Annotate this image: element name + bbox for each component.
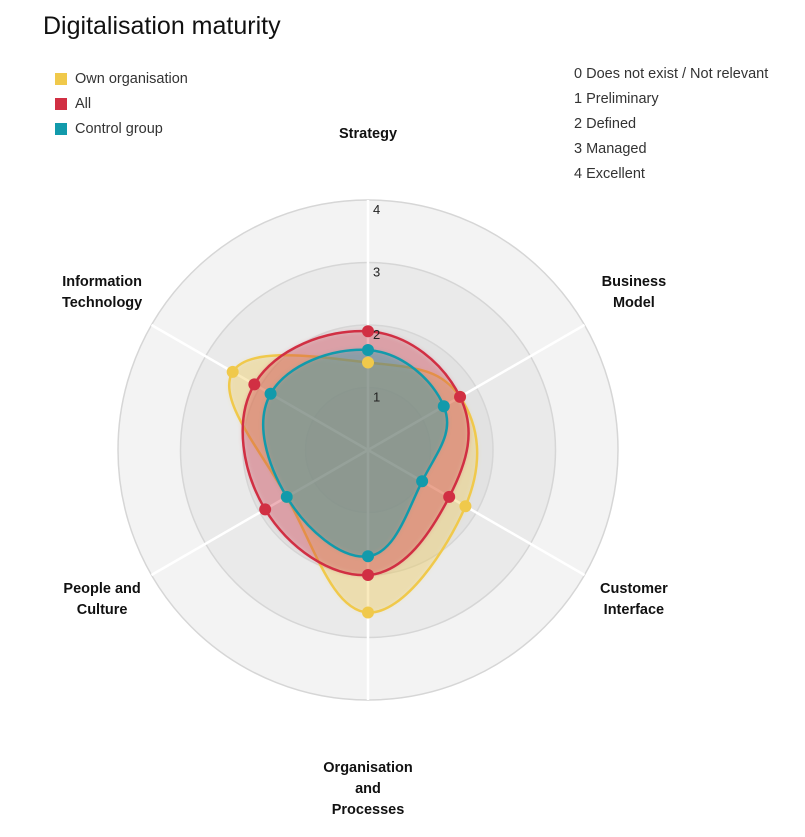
legend-swatch	[55, 72, 67, 85]
scale-item: 0 Does not exist / Not relevant	[574, 66, 769, 82]
data-point-all	[259, 503, 272, 516]
data-point-control-group	[437, 400, 450, 413]
axis-label-line: Organisation	[323, 760, 412, 776]
data-point-own-organisation	[362, 356, 374, 369]
scale-legend: 0 Does not exist / Not relevant 1 Prelim…	[574, 66, 768, 191]
axis-label-line: Information	[62, 274, 142, 290]
axis-label-line: and	[355, 781, 381, 797]
axis-label: Business Model	[602, 274, 666, 311]
data-point-all	[454, 390, 467, 403]
series-legend: Own organisation All Control group	[55, 66, 188, 141]
data-point-control-group	[264, 387, 277, 400]
chart-title: Digitalisation maturity	[43, 12, 281, 40]
axis-label-line: People and	[63, 581, 140, 597]
scale-item: 2 Defined	[574, 116, 637, 132]
scale-item: 1 Preliminary	[574, 91, 659, 107]
data-point-control-group	[280, 490, 293, 503]
legend-label: Own organisation	[75, 70, 188, 87]
data-point-own-organisation	[362, 606, 374, 619]
axis-label: Strategy	[339, 126, 397, 142]
scale-item: 3 Managed	[574, 141, 647, 157]
tick-label: 1	[373, 390, 380, 405]
axis-label-line: Technology	[62, 295, 142, 311]
axis-label: Organisation and Processes	[323, 760, 412, 818]
data-point-all	[248, 378, 261, 391]
tick-label: 2	[373, 327, 380, 342]
axis-label: People and Culture	[63, 581, 140, 618]
tick-label: 3	[373, 265, 380, 280]
radial-ticks: 1 2 3 4	[373, 202, 380, 405]
axis-label-line: Business	[602, 274, 666, 290]
legend-label: Control group	[75, 120, 163, 137]
axis-label-line: Interface	[604, 602, 664, 618]
data-point-control-group	[416, 475, 429, 488]
data-point-control-group	[362, 344, 374, 356]
series-area-glow-control-group	[263, 349, 448, 557]
axis-label-line: Model	[613, 295, 655, 311]
axis-labels: Strategy Business Model Customer Interface Or…	[62, 126, 668, 818]
data-point-all	[443, 490, 456, 503]
data-point-control-group	[362, 550, 374, 563]
axis-label-line: Culture	[77, 602, 128, 618]
axis-label: Information Technology	[62, 274, 142, 311]
legend-swatch	[55, 97, 67, 110]
axis-label-line: Processes	[332, 802, 405, 818]
legend-item-all[interactable]: All	[55, 91, 188, 116]
scale-item: 4 Excellent	[574, 166, 645, 182]
axis-label-line: Customer	[600, 581, 668, 597]
axis-label: Customer Interface	[600, 581, 668, 618]
legend-swatch	[55, 122, 67, 135]
data-point-own-organisation	[459, 500, 472, 513]
legend-label: All	[75, 95, 92, 112]
data-point-all	[362, 325, 374, 338]
axis-label-line: Strategy	[339, 126, 397, 142]
radar-series	[226, 325, 479, 619]
tick-label: 4	[373, 202, 380, 217]
data-point-own-organisation	[226, 365, 239, 378]
data-point-all	[362, 569, 374, 581]
legend-item-control-group[interactable]: Control group	[55, 116, 188, 141]
legend-item-own-organisation[interactable]: Own organisation	[55, 66, 188, 91]
